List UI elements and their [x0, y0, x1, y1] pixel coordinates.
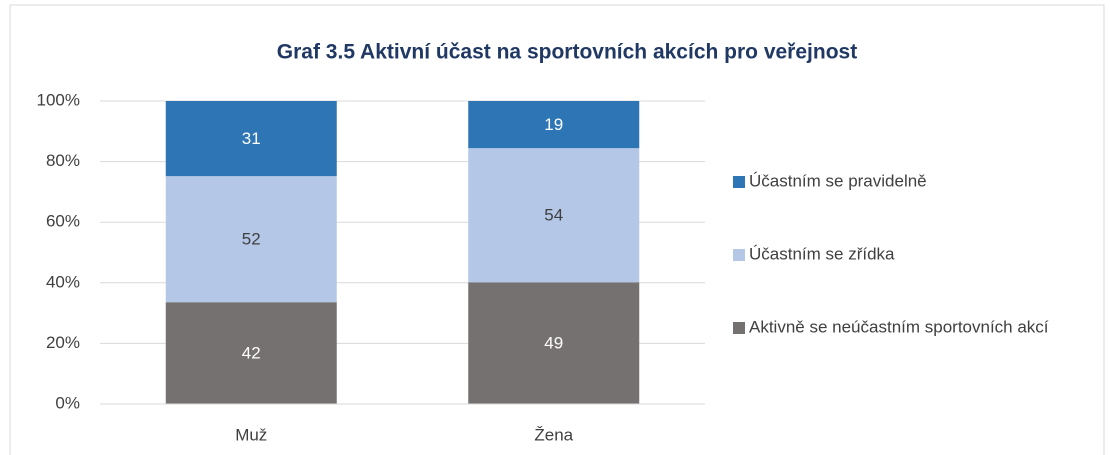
- legend-swatch: [733, 249, 745, 261]
- x-tick-label: Žena: [534, 425, 573, 444]
- bar-segment: [468, 282, 640, 404]
- y-tick-label: 40%: [46, 272, 80, 291]
- y-tick-label: 20%: [46, 333, 80, 352]
- data-label: 49: [544, 334, 563, 353]
- y-tick-label: 80%: [46, 151, 80, 170]
- chart-title: Graf 3.5 Aktivní účast na sportovních ak…: [277, 41, 857, 64]
- chart-border: [9, 4, 1105, 455]
- bar-segment: [468, 101, 640, 149]
- bar-segment: [165, 176, 337, 303]
- legend-label: Účastním se pravidelně: [749, 171, 927, 190]
- legend-swatch: [733, 322, 745, 334]
- x-tick-label: Muž: [235, 425, 267, 444]
- data-label: 31: [242, 129, 261, 148]
- data-label: 42: [242, 344, 261, 363]
- legend-label: Účastním se zřídka: [749, 244, 895, 263]
- bar-segment: [468, 148, 640, 283]
- data-label: 54: [544, 206, 563, 225]
- data-label: 19: [544, 115, 563, 134]
- y-tick-label: 0%: [55, 393, 80, 412]
- data-label: 52: [242, 230, 261, 249]
- legend-label: Aktivně se neúčastním sportovních akcí: [749, 317, 1049, 336]
- bar-segment: [165, 101, 337, 177]
- legend-swatch: [733, 176, 745, 188]
- y-tick-label: 100%: [37, 90, 80, 109]
- y-tick-label: 60%: [46, 212, 80, 231]
- bar-segment: [165, 302, 337, 404]
